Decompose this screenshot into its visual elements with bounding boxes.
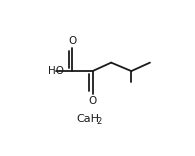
Text: 2: 2 xyxy=(97,117,102,126)
Text: O: O xyxy=(89,96,97,106)
Text: O: O xyxy=(68,37,77,46)
Text: HO: HO xyxy=(48,66,64,76)
Text: CaH: CaH xyxy=(76,114,99,124)
